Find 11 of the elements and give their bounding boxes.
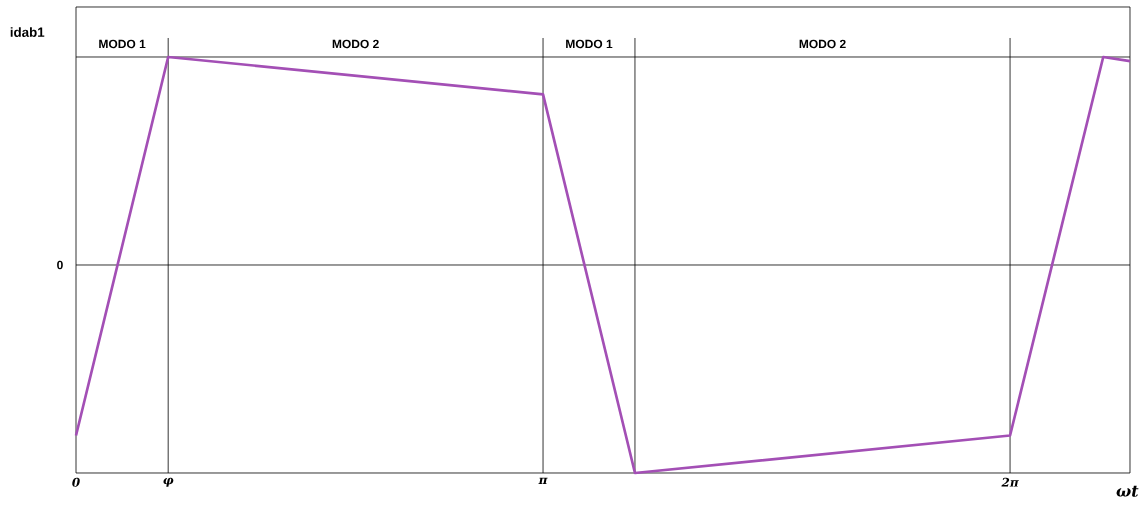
x-tick-label: 0 [72,477,80,487]
text: MODO 2 [332,39,379,49]
text: MODO 1 [566,39,613,49]
x-tick-label: 2π [1001,477,1019,487]
text: MODO 2 [799,39,846,49]
x-tick-label: π [538,477,548,484]
x-tick-label: φ [163,477,174,487]
ref-line-label: 0 [57,260,63,270]
y-axis-title: idab1 [10,27,45,37]
text: MODO 1 [99,39,146,49]
x-axis-title: ωt [1116,485,1139,497]
